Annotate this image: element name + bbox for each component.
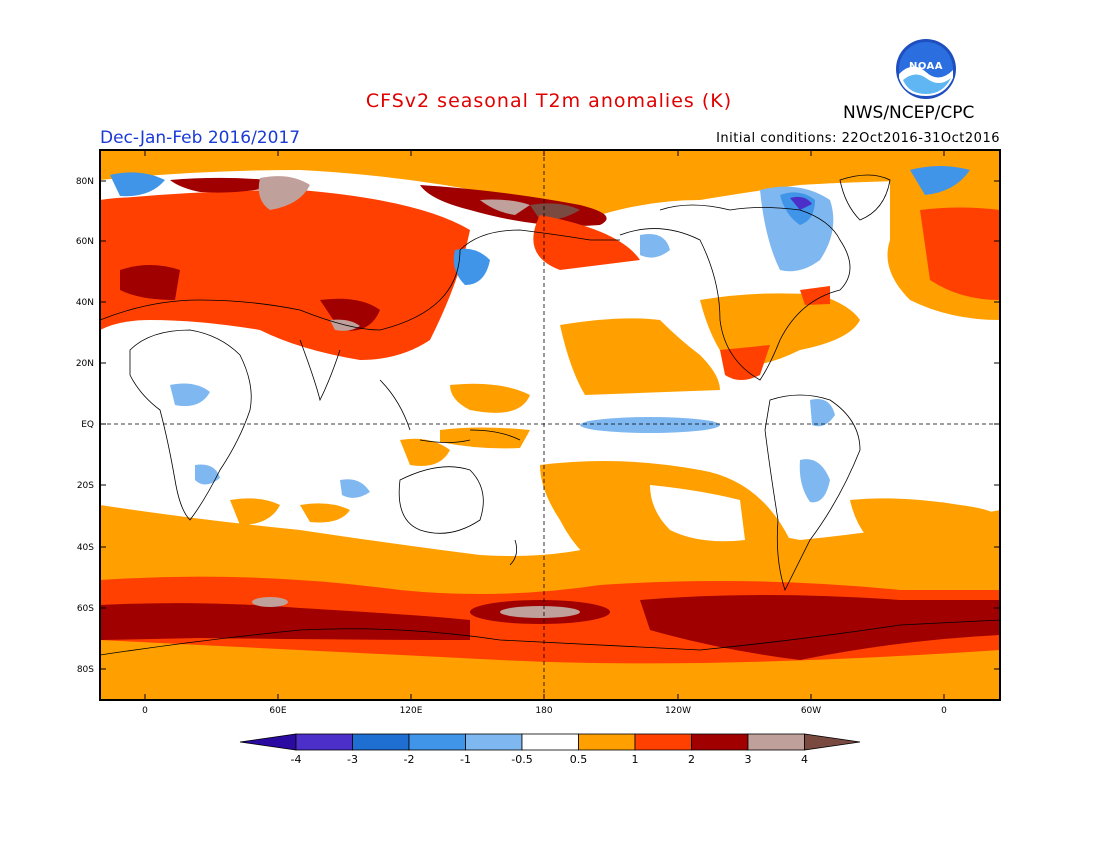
colorbar-label: 0.5 [570,753,588,766]
colorbar-label: 2 [688,753,695,766]
lon-label: 180 [535,706,552,716]
organization-label: NWS/NCEP/CPC [843,103,975,123]
colorbar-bin [747,733,805,751]
colorbar-bin [408,733,466,751]
lon-label: 0 [941,706,947,716]
colorbar-label: 3 [745,753,752,766]
lon-label: 60E [269,706,286,716]
lat-label: 40N [76,298,94,308]
colorbar-label: -1 [460,753,471,766]
noaa-logo: NOAA [895,38,957,100]
lat-label: 60S [77,604,94,614]
colorbar-bin [634,733,692,751]
lon-label: 120E [400,706,423,716]
colorbar-bin [352,733,410,751]
lat-label: 40S [77,543,94,553]
lon-label: 0 [142,706,148,716]
colorbar-bin [691,733,749,751]
chart-title: CFSv2 seasonal T2m anomalies (K) [365,90,733,112]
lat-label: 20S [77,481,94,491]
colorbar-bin [578,733,636,751]
colorbar: -4 -3 -2 -1 -0.5 0.5 1 2 3 4 [239,733,861,766]
colorbar-bin [521,733,579,751]
colorbar-label: -0.5 [511,753,532,766]
colorbar-label: -2 [404,753,415,766]
lat-label: 80N [76,177,94,187]
colorbar-label: -3 [347,753,358,766]
lat-label: 60N [76,237,94,247]
anomaly-field [100,150,1000,700]
colorbar-label: 1 [632,753,639,766]
colorbar-label: -4 [291,753,302,766]
lat-label: 20N [76,359,94,369]
colorbar-bin [465,733,523,751]
coastlines [100,174,1000,656]
map-frame [99,149,1001,701]
colorbar-bin [295,733,353,751]
lon-label: 120W [665,706,691,716]
season-label: Dec-Jan-Feb 2016/2017 [100,128,301,148]
initial-conditions-label: Initial conditions: 22Oct2016-31Oct2016 [716,131,1000,146]
colorbar-high-arrow [804,733,861,751]
colorbar-label: 4 [801,753,808,766]
lon-label: 60W [801,706,821,716]
lat-label: 80S [77,665,94,675]
lat-label: EQ [81,420,94,430]
longitude-ticks: 0 60E 120E 180 120W 60W 0 [142,150,947,716]
latitude-ticks: 80N 60N 40N 20N EQ 20S 40S 60S 80S [76,177,1000,675]
colorbar-low-arrow [239,733,297,751]
